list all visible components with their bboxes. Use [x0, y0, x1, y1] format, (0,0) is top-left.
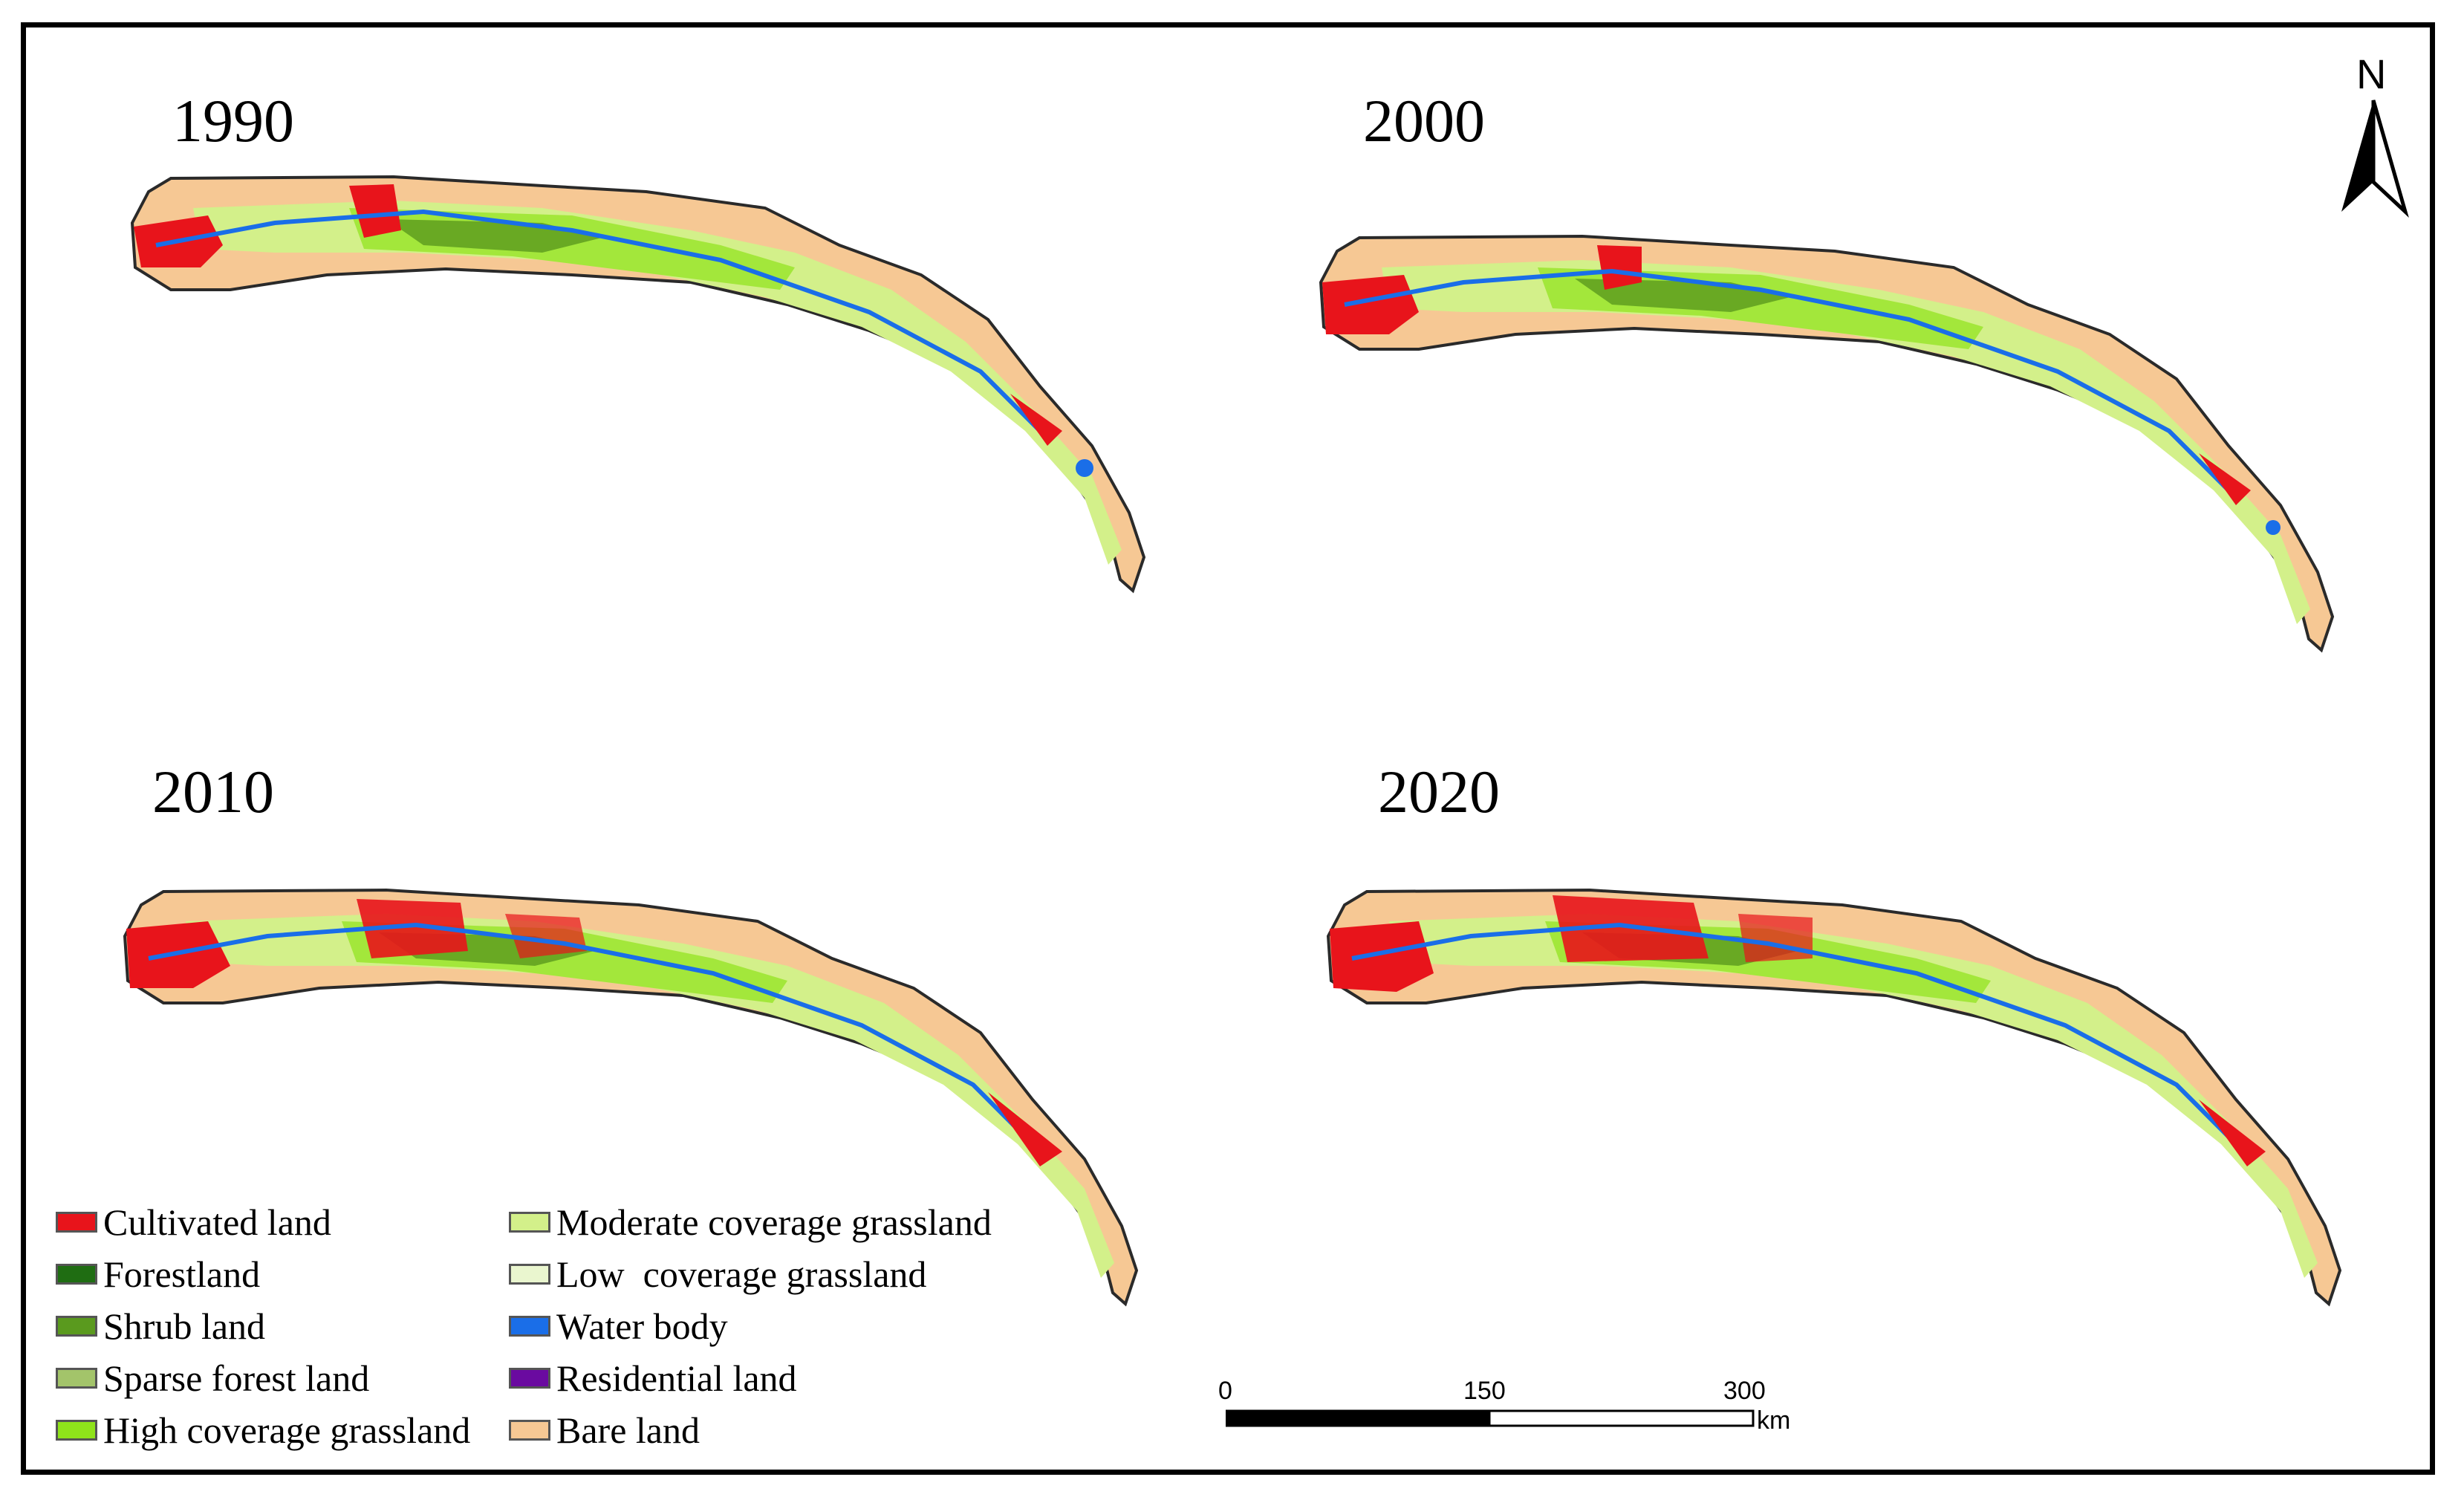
legend-label: Sparse forest land [103, 1357, 370, 1399]
map-panel-2010 [123, 888, 1139, 1307]
legend-swatch [56, 1368, 97, 1389]
panel-year-1990: 1990 [172, 87, 294, 155]
legend-item: Low coverage grassland [509, 1252, 926, 1296]
map-panel-2000 [1319, 234, 2335, 653]
panel-year-2020: 2020 [1378, 758, 1500, 825]
legend-item: Sparse forest land [56, 1356, 369, 1400]
legend-label: Bare land [556, 1409, 700, 1451]
legend-swatch [509, 1368, 550, 1389]
legend-label: Forestland [103, 1253, 261, 1295]
north-arrow-label: N [2356, 51, 2387, 97]
legend-item: High coverage grassland [56, 1408, 470, 1452]
scale-tick-label: 300 [1723, 1377, 1766, 1405]
legend-swatch [509, 1264, 550, 1285]
legend-item: Water body [509, 1304, 728, 1348]
legend-item: Residential land [509, 1356, 797, 1400]
legend-label: Moderate coverage grassland [556, 1201, 992, 1243]
land-use-map [1326, 888, 2342, 1307]
scale-bar-graphic [1226, 1409, 1755, 1427]
panel-year-2000: 2000 [1363, 87, 1485, 155]
legend-swatch [56, 1316, 97, 1337]
legend-item: Bare land [509, 1408, 700, 1452]
legend-swatch [56, 1212, 97, 1233]
legend-label: Water body [556, 1305, 728, 1347]
legend-label: Shrub land [103, 1305, 266, 1347]
legend-swatch [56, 1420, 97, 1441]
legend-swatch [56, 1264, 97, 1285]
legend-item: Shrub land [56, 1304, 265, 1348]
legend-item: Moderate coverage grassland [509, 1200, 992, 1244]
scale-tick-label: 150 [1463, 1377, 1506, 1405]
land-use-map [1319, 234, 2335, 653]
map-panel-2020 [1326, 888, 2342, 1307]
legend-swatch [509, 1420, 550, 1441]
legend-label: Low coverage grassland [556, 1253, 927, 1295]
scale-tick-label: 0 [1218, 1377, 1232, 1405]
legend-label: Residential land [556, 1357, 797, 1399]
legend-swatch [509, 1212, 550, 1233]
scale-bar: 0 150 300 km [1218, 1377, 1790, 1438]
scale-unit-label: km [1757, 1406, 1791, 1435]
panel-year-2010: 2010 [152, 758, 274, 825]
land-use-map [123, 888, 1139, 1307]
north-arrow-icon [2341, 100, 2409, 218]
land-use-map [130, 175, 1146, 594]
legend-swatch [509, 1316, 550, 1337]
legend: Cultivated land Forestland Shrub land Sp… [56, 1200, 1051, 1460]
map-panel-1990 [130, 175, 1146, 594]
legend-item: Forestland [56, 1252, 260, 1296]
legend-label: Cultivated land [103, 1201, 331, 1243]
legend-item: Cultivated land [56, 1200, 331, 1244]
legend-label: High coverage grassland [103, 1409, 471, 1451]
